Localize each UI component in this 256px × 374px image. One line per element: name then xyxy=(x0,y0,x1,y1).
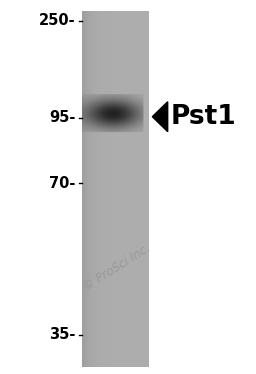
Text: 70-: 70- xyxy=(49,176,76,191)
Text: 250-: 250- xyxy=(39,13,76,28)
Text: Pst1: Pst1 xyxy=(170,104,236,130)
Text: 35-: 35- xyxy=(49,327,76,342)
Text: 95-: 95- xyxy=(49,110,76,125)
Text: © ProSci Inc.: © ProSci Inc. xyxy=(80,242,153,293)
Polygon shape xyxy=(152,102,168,132)
